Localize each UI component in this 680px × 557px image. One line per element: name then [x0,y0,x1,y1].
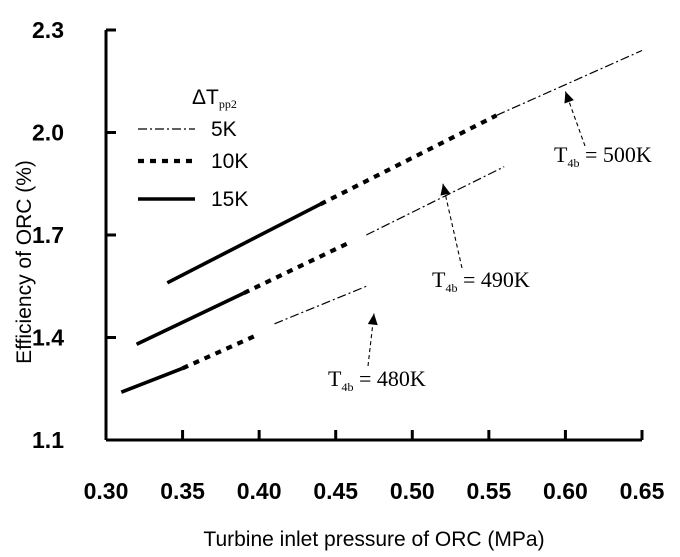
series-line [242,239,352,295]
legend: ΔTpp2 5K 10K 15K [138,86,248,211]
legend-label: 15K [211,188,248,211]
series-line [181,332,260,371]
series-line [496,49,643,116]
annotation-arrowhead [564,91,574,104]
series-line [366,166,505,236]
plot-area [120,49,643,394]
y-ticks: 1.1 1.4 1.7 2.0 2.3 [32,17,116,453]
x-tick-label: 0.30 [84,478,129,504]
series-line [135,291,245,346]
legend-label: 10K [211,150,248,173]
annotation-arrow-line [442,183,463,269]
x-tick-label: 0.60 [543,478,588,504]
x-tick-label: 0.35 [160,478,205,504]
legend-label: 5K [211,118,237,141]
y-tick-label: 1.1 [32,427,64,453]
annotation-label: T4b = 480K [328,366,426,394]
x-tick-label: 0.50 [390,478,435,504]
annotation-label: T4b = 500K [554,142,652,170]
y-axis-title: Efficiency of ORC (%) [13,160,36,364]
y-tick-label: 1.7 [32,222,64,248]
legend-title: ΔTpp2 [192,86,237,111]
y-tick-label: 2.0 [32,120,64,146]
x-ticks: 0.30 0.35 0.40 0.45 0.50 0.55 0.60 0.65 [84,430,665,504]
x-tick-label: 0.55 [466,478,511,504]
annotation-label: T4b = 490K [432,267,530,295]
x-tick-label: 0.40 [237,478,282,504]
series-line [120,366,184,394]
y-tick-label: 1.4 [32,325,64,351]
x-axis-title: Turbine inlet pressure of ORC (MPa) [203,528,544,551]
series-line [166,202,322,285]
legend-title-sub: pp2 [219,97,237,111]
annotation-arrow-line [564,91,586,147]
y-tick-label: 2.3 [32,17,64,43]
series-line [274,285,367,325]
annotation-arrowhead [440,183,451,196]
annotation-arrowhead [367,313,378,326]
x-tick-label: 0.45 [313,478,358,504]
x-tick-label: 0.65 [620,478,665,504]
annotations: T4b = 500K T4b = 490K T4b = 480K [328,91,652,394]
legend-title-main: ΔT [192,86,219,109]
series-line [319,113,498,207]
legend-entries: 5K 10K 15K [138,118,248,211]
